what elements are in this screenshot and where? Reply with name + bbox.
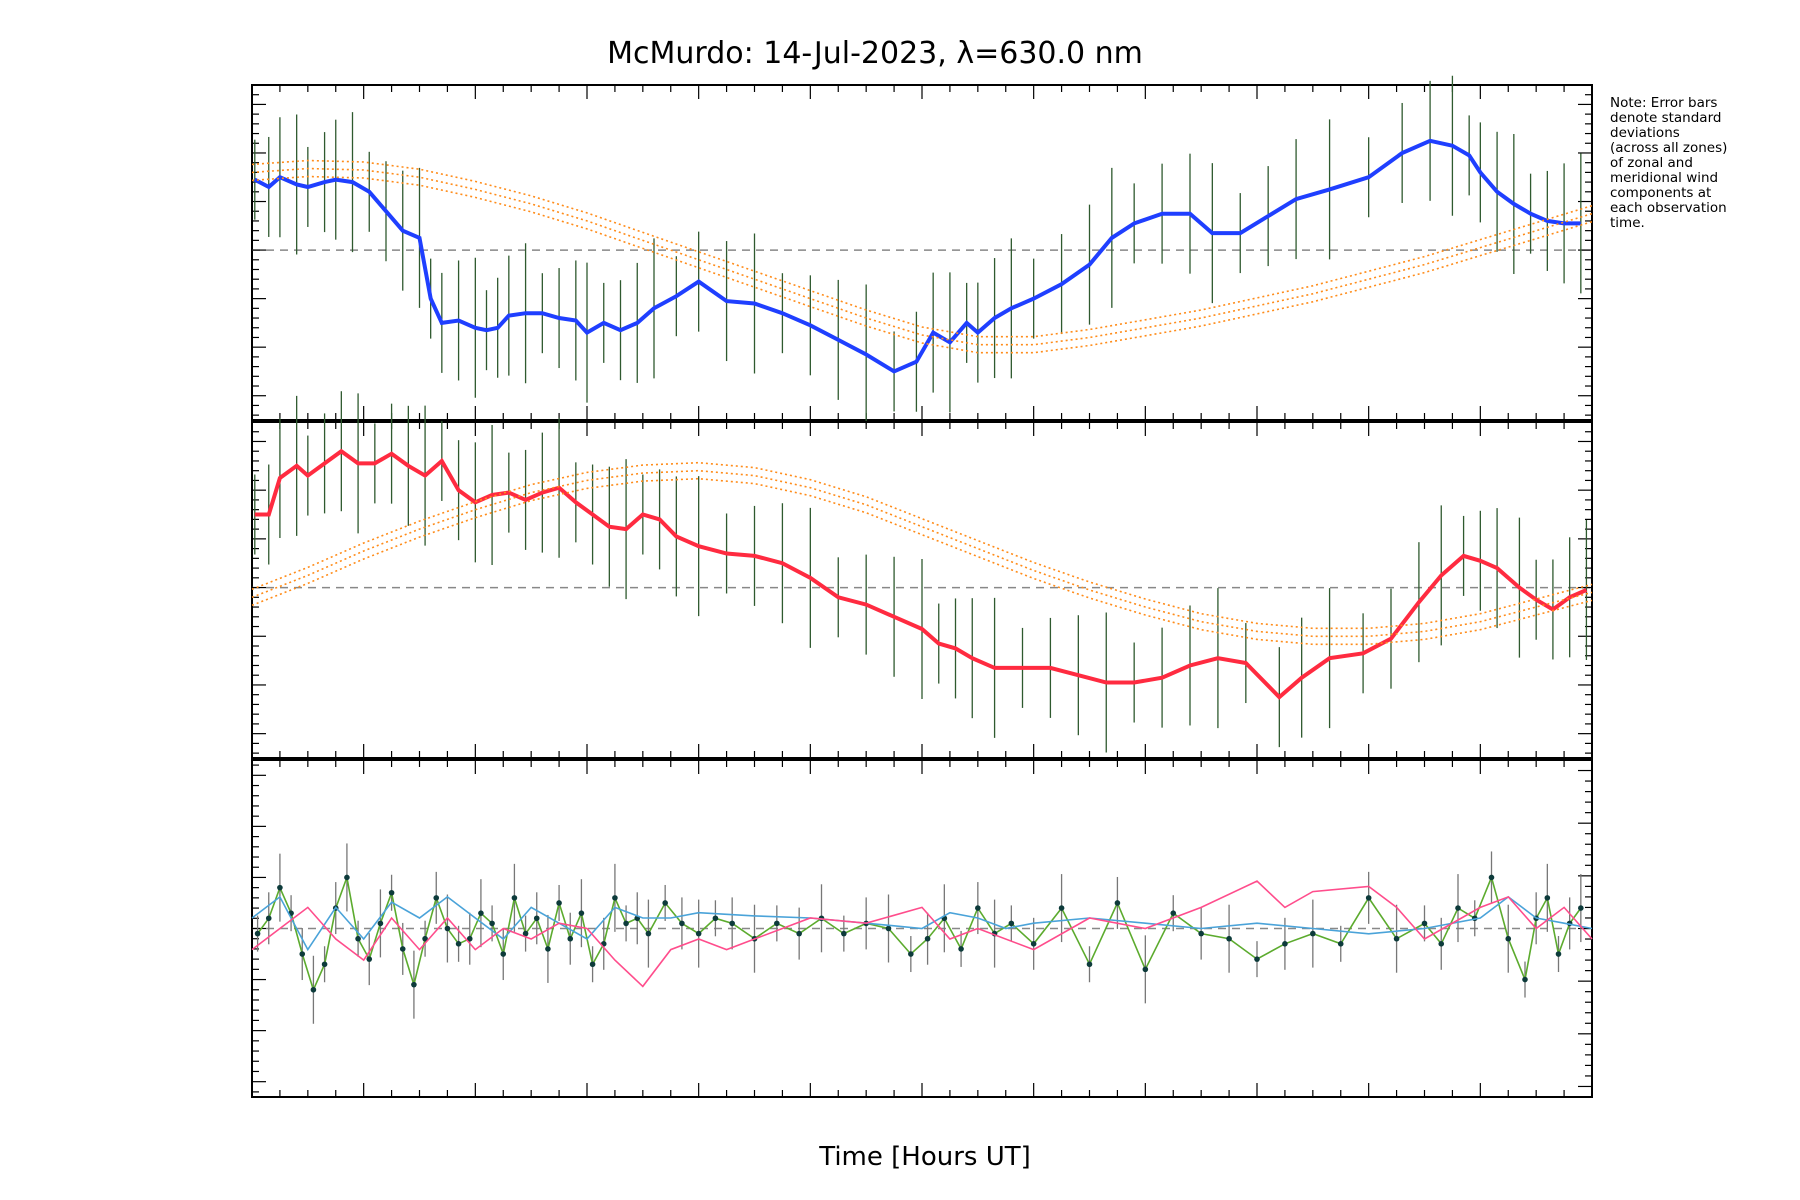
vertical-wind-point: [1438, 941, 1445, 947]
vertical-wind-point: [645, 930, 652, 937]
note-line: (across all zones): [1610, 140, 1727, 156]
vertical-wind-point: [1114, 900, 1121, 906]
zonal-wind-panel: [251, 75, 1593, 425]
vertical-wind-point: [489, 920, 495, 927]
note-line: of zonal and: [1610, 155, 1693, 171]
vertical-wind-point: [1365, 895, 1372, 901]
vertical-wind-point: [478, 910, 484, 916]
vertical-wind-point: [355, 935, 361, 942]
vertical-wind-point: [774, 920, 780, 927]
x-axis-label: Time [Hours UT]: [818, 1142, 1031, 1172]
vertical-wind-point: [679, 920, 685, 927]
vertical-wind-point: [958, 946, 964, 952]
vertical-wind-point: [545, 946, 551, 952]
vertical-wind-point: [422, 935, 428, 942]
vertical-wind-point: [623, 920, 629, 927]
figure-title: McMurdo: 14-Jul-2023, λ=630.0 nm: [607, 36, 1143, 71]
vertical-wind-point: [1488, 874, 1495, 881]
note-line: each observation: [1610, 200, 1727, 216]
meridional-wind-panel: [251, 391, 1593, 759]
vertical-wind-point: [567, 935, 574, 942]
model-curve: [251, 159, 1593, 338]
vertical-wind-point: [796, 930, 802, 937]
vertical-wind-point: [662, 900, 668, 906]
vertical-wind-point: [1086, 961, 1093, 968]
vertical-wind-point: [556, 900, 562, 906]
plot-frame: [251, 84, 1593, 421]
vertical-wind-point: [399, 946, 406, 952]
note-line: deviations: [1610, 125, 1680, 141]
vertical-wind-point: [299, 951, 306, 957]
vertical-wind-point: [1058, 905, 1065, 911]
vertical-wind-point: [433, 895, 440, 901]
vertical-wind-point: [455, 941, 462, 947]
note-line: meridional wind: [1610, 170, 1718, 186]
vertical-wind-point: [466, 935, 473, 942]
vertical-wind-point: [500, 951, 507, 957]
vertical-wind-point: [1030, 941, 1037, 947]
note-line: denote standard: [1610, 110, 1721, 126]
vertical-wind-point: [578, 910, 585, 916]
vertical-wind-point: [924, 935, 931, 942]
vertical-wind-point: [254, 930, 261, 937]
vertical-wind-point: [885, 925, 892, 932]
vertical-wind-point: [310, 986, 317, 993]
vertical-wind-point: [612, 895, 618, 901]
model-curve: [251, 175, 1593, 354]
vertical-wind-point: [321, 961, 328, 968]
vertical-wind-point: [344, 874, 350, 881]
vertical-wind-point: [975, 905, 981, 911]
vertical-wind-point: [511, 895, 518, 901]
vertical-wind-point: [1522, 976, 1528, 983]
vertical-wind-point: [277, 884, 283, 891]
note-line: components at: [1610, 185, 1711, 201]
note-line: time.: [1610, 215, 1645, 231]
vertical-wind-point: [366, 956, 373, 962]
vertical-wind-point: [411, 981, 417, 988]
vertical-wind-point: [1282, 941, 1288, 947]
vertical-wind-point: [1544, 895, 1551, 901]
vertical-wind-point: [1578, 905, 1584, 911]
vertical-wind-point: [1393, 935, 1400, 942]
vertical-wind-panel: [251, 759, 1593, 1098]
wind-curve: [254, 448, 1588, 700]
vertical-wind-curve: [256, 874, 1582, 993]
vertical-wind-point: [841, 930, 847, 937]
vertical-wind-point: [1008, 920, 1015, 927]
vertical-wind-point: [444, 925, 451, 932]
vertical-wind-point: [1310, 930, 1316, 937]
vertical-wind-point: [265, 915, 272, 922]
vertical-wind-point: [729, 920, 735, 927]
vertical-wind-point: [1421, 920, 1428, 927]
vertical-wind-point: [1337, 941, 1344, 947]
vertical-wind-point: [1254, 956, 1260, 962]
vertical-wind-point: [1142, 966, 1149, 973]
vertical-wind-point: [1226, 935, 1232, 942]
vertical-wind-point: [1455, 905, 1461, 911]
vertical-wind-point: [1198, 930, 1204, 937]
vertical-wind-point: [589, 961, 596, 968]
note-line: Note: Error bars: [1610, 95, 1717, 111]
vertical-wind-point: [695, 930, 702, 937]
vertical-wind-point: [1170, 910, 1177, 916]
note-text: Note: Error bars denote standard deviati…: [1610, 95, 1727, 231]
vertical-wind-point: [388, 889, 395, 896]
vertical-wind-point: [712, 915, 719, 922]
wind-curve: [253, 138, 1581, 374]
vertical-wind-point: [377, 920, 384, 927]
model-curve: [251, 167, 1593, 346]
vertical-wind-point: [1505, 935, 1512, 942]
vertical-wind-point: [533, 915, 540, 922]
vertical-wind-point: [522, 930, 529, 937]
vertical-wind-point: [908, 951, 914, 957]
vertical-wind-point: [1555, 951, 1562, 957]
vorticity-curve: [251, 880, 1593, 988]
